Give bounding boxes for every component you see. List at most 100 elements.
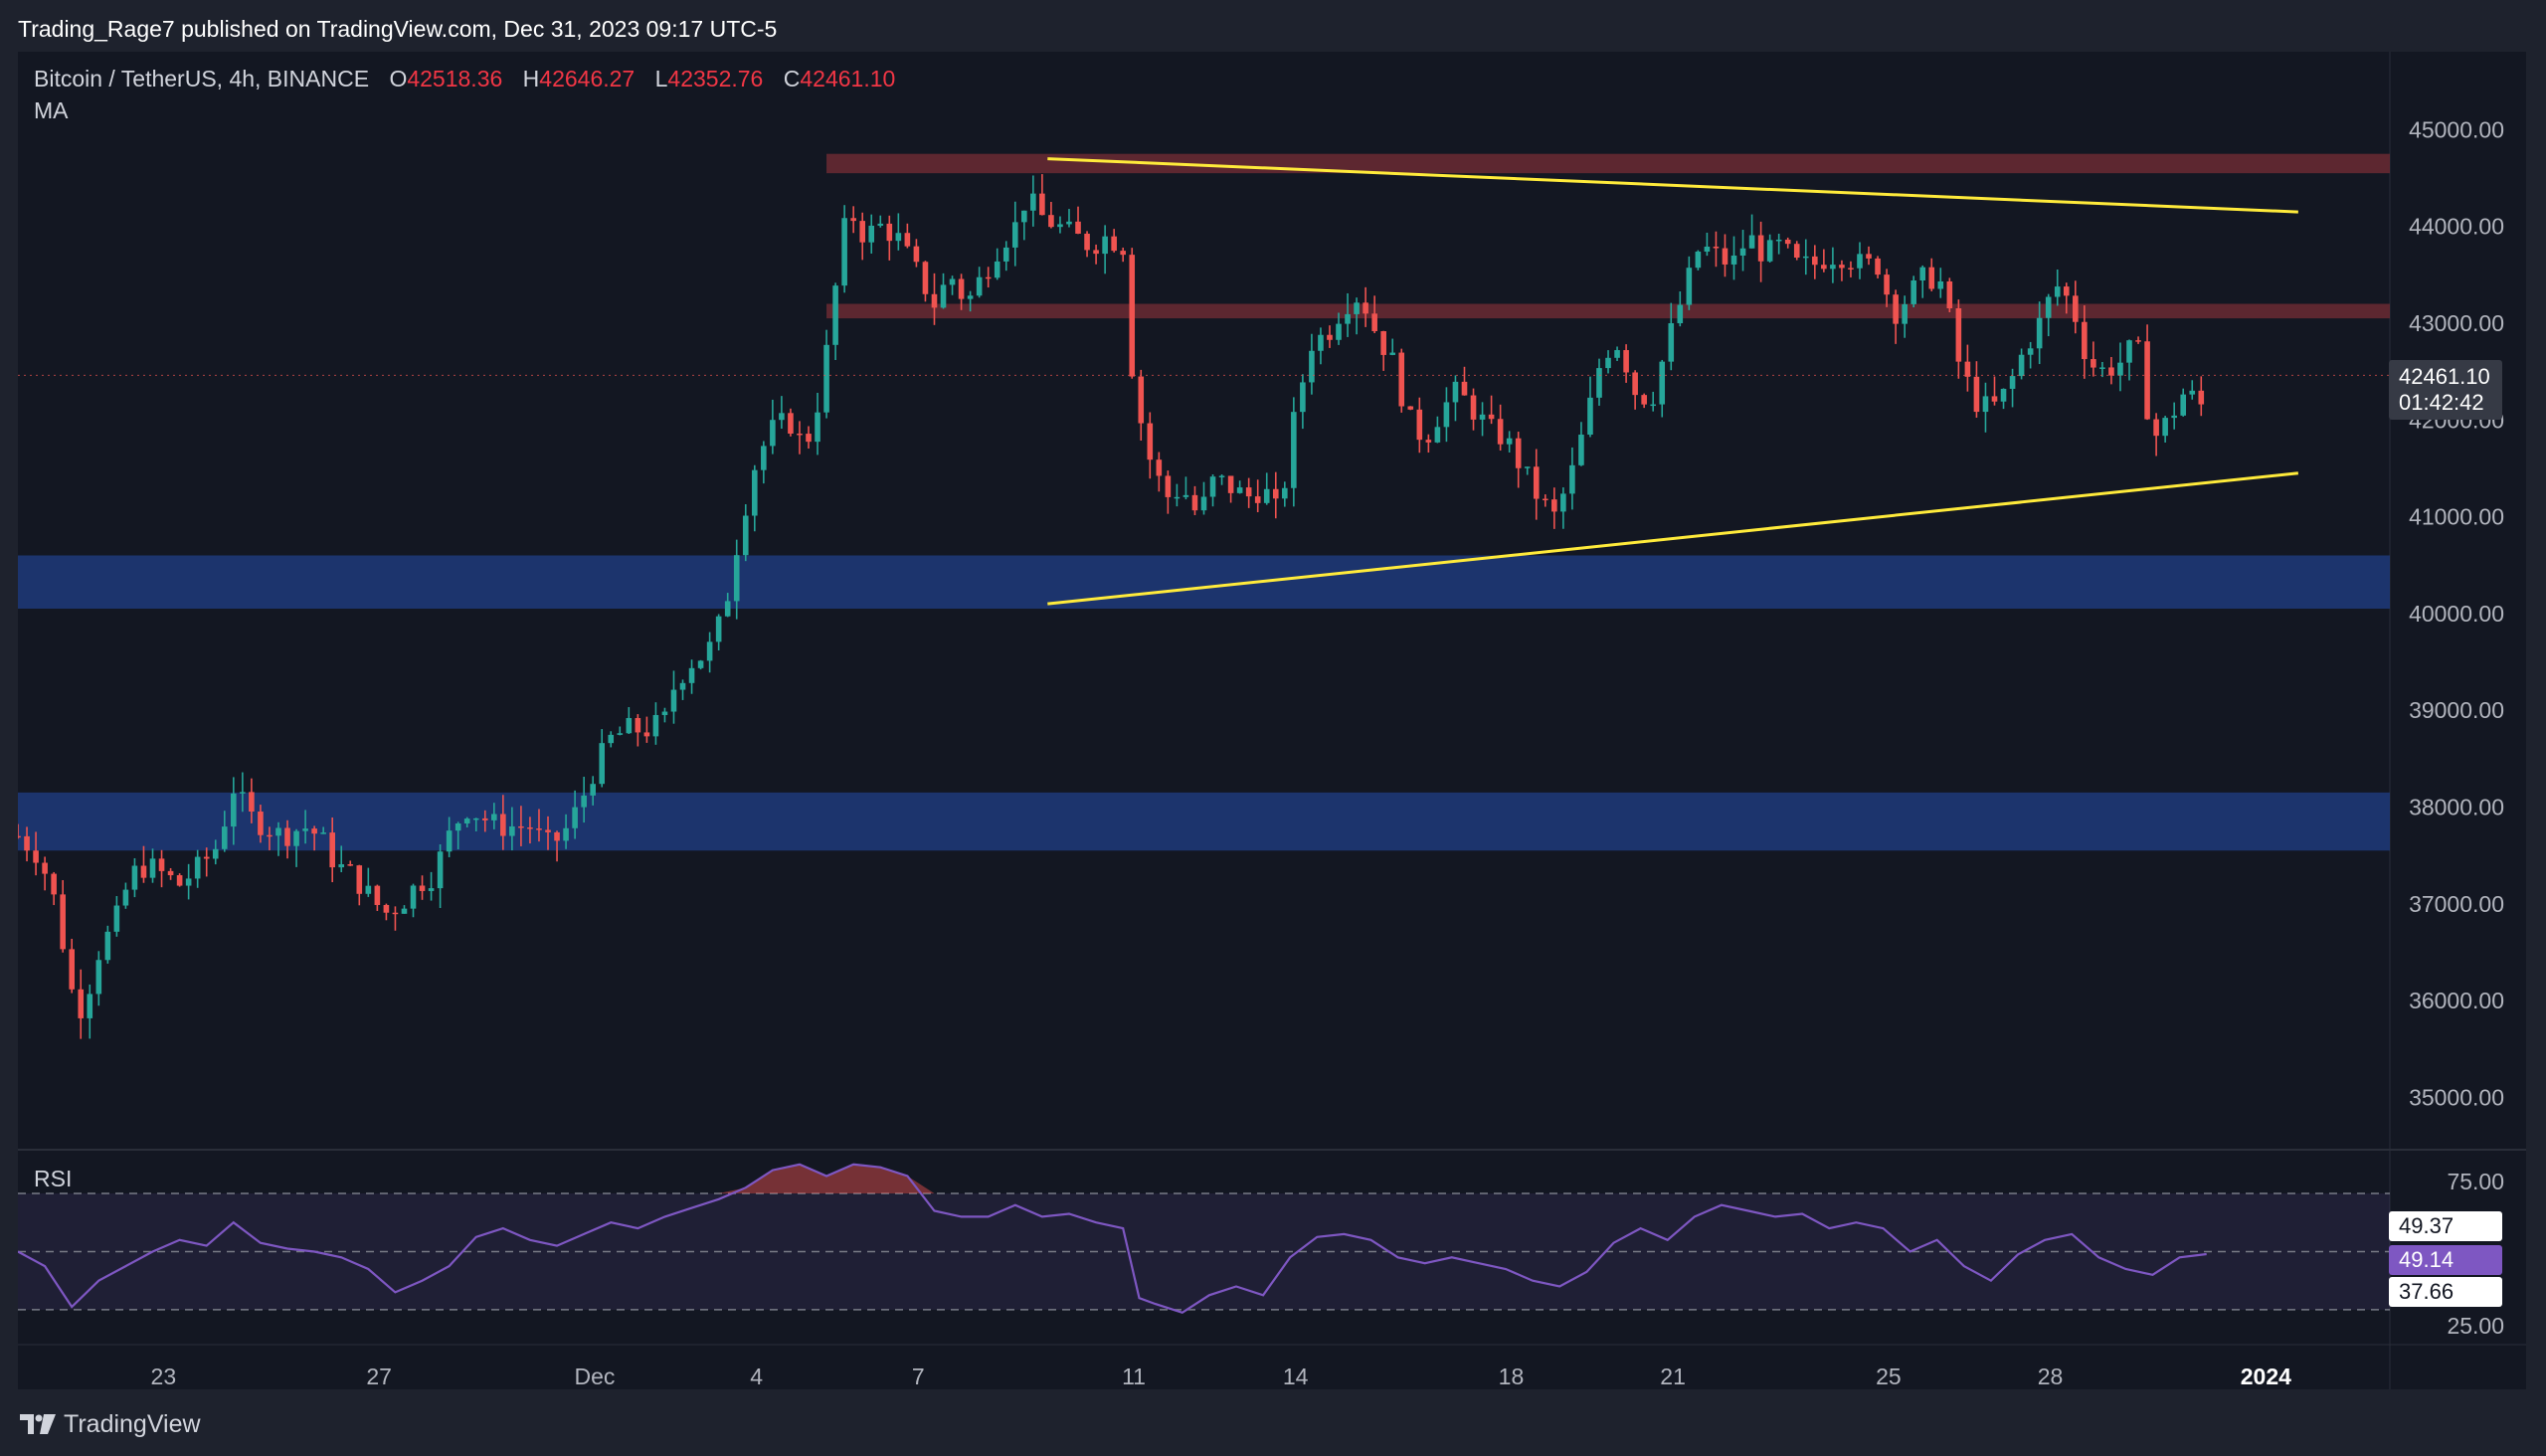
price-tick-label: 36000.00 (2409, 988, 2504, 1013)
candle-body (1686, 268, 1693, 305)
high-value: 42646.27 (539, 66, 636, 91)
candle-body (545, 829, 551, 832)
candle-body (275, 827, 281, 836)
candle-body (599, 743, 606, 785)
candle-body (1336, 323, 1342, 340)
time-tick-label: 2024 (2241, 1364, 2291, 1389)
candles (18, 174, 2205, 1039)
candle-body (1174, 496, 1181, 499)
footer-brand[interactable]: TradingView (20, 1404, 201, 1444)
candle-body (1650, 404, 1657, 407)
support-zone (18, 555, 2390, 609)
candle-body (1398, 352, 1405, 407)
candle-body (742, 515, 749, 556)
time-tick-label: 7 (912, 1364, 925, 1389)
candle-body (1236, 487, 1243, 493)
candle-body (1812, 256, 1818, 266)
publisher-header: Trading_Rage7 published on TradingView.c… (18, 16, 778, 42)
candle-body (1461, 381, 1468, 396)
candle-body (481, 818, 488, 820)
candle-body (904, 233, 911, 247)
symbol-legend: Bitcoin / TetherUS, 4h, BINANCE O42518.3… (34, 66, 909, 92)
candle-body (320, 832, 326, 834)
candle-body (249, 792, 255, 813)
candle-body (1946, 280, 1953, 309)
candle-body (500, 814, 506, 836)
candle-body (1802, 256, 1809, 259)
candle-body (922, 262, 929, 294)
candle-body (1937, 280, 1944, 289)
candle-body (2198, 390, 2205, 405)
candle-body (1506, 438, 1513, 445)
trendlines (18, 157, 2390, 606)
rsi-indicator-label[interactable]: RSI (34, 1166, 73, 1191)
candle-body (850, 218, 856, 222)
candle-body (1955, 308, 1962, 362)
candle-body (1542, 498, 1548, 501)
candle-body (1254, 496, 1261, 503)
candle-body (626, 717, 633, 734)
candle-body (1345, 313, 1351, 324)
candle-body (1821, 265, 1827, 270)
candle-body (1722, 248, 1728, 265)
candle-body (463, 819, 470, 823)
candle-body (374, 885, 381, 905)
candle-body (949, 278, 956, 285)
candle-body (24, 835, 30, 851)
candle-body (149, 858, 156, 878)
candle-body (1380, 330, 1386, 355)
candle-body (240, 792, 246, 794)
candle-body (1488, 414, 1495, 420)
bar-countdown: 01:42:42 (2399, 390, 2484, 415)
candle-body (1569, 464, 1575, 494)
candle-body (1614, 350, 1620, 358)
candle-body (1354, 302, 1360, 314)
candle-body (1677, 304, 1684, 324)
candle-body (1695, 251, 1702, 269)
candle-body (886, 223, 893, 242)
candle-body (1730, 255, 1737, 265)
candle-body (78, 989, 85, 1018)
candle-body (788, 413, 794, 434)
time-tick-label: 21 (1660, 1364, 1686, 1389)
candle-body (419, 885, 426, 891)
price-tick-label: 39000.00 (2409, 697, 2504, 723)
candle-body (715, 616, 722, 642)
candle-body (491, 814, 497, 820)
candle-body (2091, 359, 2096, 368)
candle-body (284, 827, 290, 846)
candle-body (472, 818, 479, 820)
candle-body (761, 446, 767, 470)
price-tick-label: 44000.00 (2409, 214, 2504, 240)
resistance-zone (826, 153, 2391, 174)
candle-body (2018, 354, 2025, 377)
rsi-tick-label: 75.00 (2447, 1169, 2504, 1194)
ma-indicator-label[interactable]: MA (34, 97, 69, 123)
candle-body (931, 293, 938, 308)
candle-body (1200, 496, 1207, 511)
price-chart[interactable]: 45000.0044000.0043000.0042000.0041000.00… (18, 52, 2526, 1389)
price-tick-label: 38000.00 (2409, 794, 2504, 819)
candle-body (976, 276, 983, 296)
candle-body (1560, 493, 1566, 512)
candle-body (2189, 390, 2196, 395)
low-label: L (654, 66, 668, 91)
candle-body (1605, 357, 1611, 369)
candle-body (1371, 313, 1377, 331)
candle-body (1982, 396, 1989, 413)
chart-panel[interactable]: 45000.00 44000.00 43000.00 42000.00 41000.00… (18, 52, 2526, 1389)
symbol-name[interactable]: Bitcoin / TetherUS, 4h, BINANCE (34, 66, 370, 91)
candle-body (338, 864, 345, 868)
candle-body (1497, 419, 1504, 445)
candle-body (895, 233, 902, 242)
low-value: 42352.76 (667, 66, 764, 91)
candle-body (1991, 396, 1998, 402)
candle-body (1757, 235, 1764, 262)
candle-body (779, 413, 785, 421)
candle-body (832, 285, 838, 345)
price-zones (18, 153, 2391, 851)
candle-body (140, 865, 147, 878)
candle-body (1551, 499, 1557, 512)
candle-body (212, 848, 219, 859)
candle-body (455, 822, 461, 831)
